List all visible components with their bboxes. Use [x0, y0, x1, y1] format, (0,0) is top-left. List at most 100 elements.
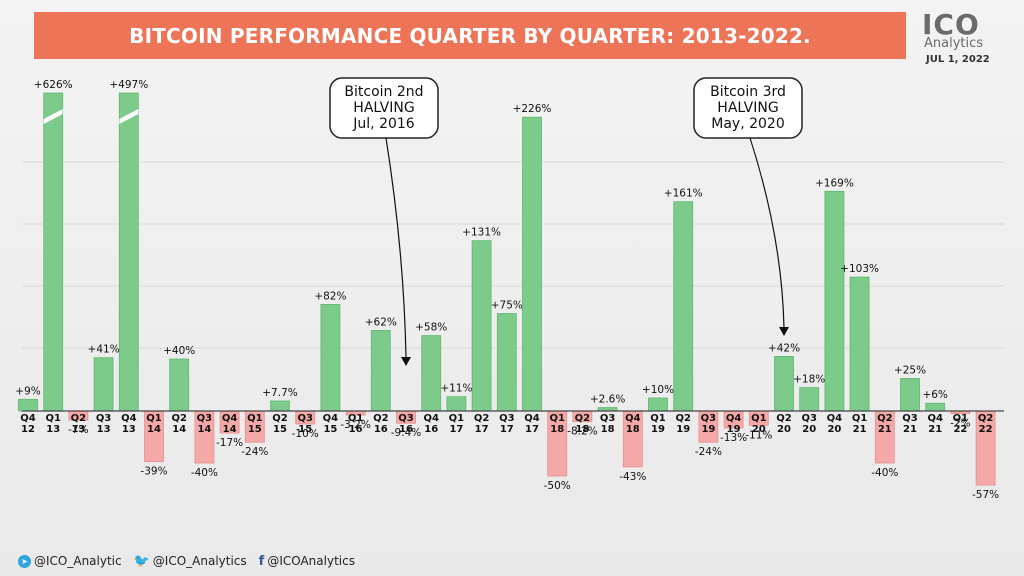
tick-label-quarter: Q3 [801, 413, 817, 424]
tick-label-quarter: Q4 [323, 413, 339, 424]
tick-label-year: 12 [21, 424, 35, 435]
tick-label-quarter: Q4 [524, 413, 540, 424]
data-label: +6% [922, 389, 947, 401]
data-label: -40% [871, 467, 898, 479]
tick-label-quarter: Q1 [247, 413, 263, 424]
tick-label-quarter: Q4 [20, 413, 36, 424]
tick-label-quarter: Q4 [625, 413, 641, 424]
annotation-text: HALVING [353, 100, 414, 116]
bar [849, 276, 870, 412]
logo-date: JUL 1, 2022 [926, 54, 990, 65]
telegram-icon: ➤ [18, 554, 31, 568]
tick-label-quarter: Q1 [549, 413, 565, 424]
tick-label-year: 21 [878, 424, 892, 435]
data-label: -10% [292, 428, 319, 440]
tick-label-quarter: Q1 [751, 413, 767, 424]
tick-label-year: 15 [273, 424, 287, 435]
tick-label-year: 17 [475, 424, 489, 435]
tick-label-quarter: Q3 [96, 413, 112, 424]
data-label: -43% [619, 471, 646, 483]
telegram-link[interactable]: ➤ @ICO_Analytic [18, 554, 122, 568]
data-label: +103% [840, 263, 879, 275]
tick-label-year: 20 [752, 424, 766, 435]
title-banner: BITCOIN PERFORMANCE QUARTER BY QUARTER: … [34, 12, 906, 59]
data-label: +7.7% [262, 387, 297, 399]
tick-label-year: 16 [374, 424, 388, 435]
data-label: +10% [642, 384, 674, 396]
tick-label-quarter: Q2 [373, 413, 389, 424]
bar [446, 396, 467, 412]
bar [18, 398, 38, 412]
data-label: +40% [163, 345, 195, 357]
tick-label-year: 18 [575, 424, 589, 435]
data-label: +226% [513, 103, 552, 115]
tick-label-year: 16 [399, 424, 413, 435]
tick-label-quarter: Q3 [701, 413, 717, 424]
tick-label-year: 14 [197, 424, 211, 435]
tick-label-quarter: Q4 [222, 413, 238, 424]
tick-label-year: 13 [122, 424, 136, 435]
bar [43, 92, 64, 412]
data-label: -39% [140, 466, 167, 478]
tick-label-year: 14 [172, 424, 186, 435]
tick-label-quarter: Q2 [877, 413, 893, 424]
tick-label-year: 15 [298, 424, 312, 435]
tick-label-year: 19 [676, 424, 690, 435]
tick-label-quarter: Q1 [449, 413, 465, 424]
tick-label-quarter: Q1 [348, 413, 364, 424]
data-label: -8.2% [567, 426, 597, 438]
tick-label-year: 13 [71, 424, 85, 435]
axis-break-mark [43, 109, 63, 124]
tick-label-quarter: Q3 [297, 413, 313, 424]
tick-label-quarter: Q1 [650, 413, 666, 424]
facebook-link[interactable]: f @ICOAnalytics [259, 554, 355, 568]
tick-label-quarter: Q3 [398, 413, 414, 424]
data-label: +497% [109, 79, 148, 91]
tick-label-quarter: Q1 [45, 413, 61, 424]
bar [648, 397, 668, 412]
logo-subtitle: Analytics [924, 36, 984, 51]
annotation-arrow [749, 137, 785, 329]
tick-label-quarter: Q2 [474, 413, 490, 424]
data-label: +18% [793, 374, 825, 386]
data-label: -9.4% [391, 427, 421, 439]
social-footer: ➤ @ICO_Analytic 🐦 @ICO_Analytics f @ICOA… [18, 554, 363, 568]
tick-label-quarter: Q4 [827, 413, 843, 424]
tick-label-year: 17 [525, 424, 539, 435]
data-label: +41% [88, 344, 120, 356]
data-label: +2.6% [590, 394, 625, 406]
tick-label-year: 13 [46, 424, 60, 435]
tick-label-quarter: Q3 [197, 413, 213, 424]
tick-label-quarter: Q4 [121, 413, 137, 424]
bar [799, 387, 820, 412]
tick-label-quarter: Q2 [978, 413, 994, 424]
data-label: +169% [815, 177, 854, 189]
data-label: +42% [768, 342, 800, 354]
data-label: +9% [15, 385, 40, 397]
tick-label-quarter: Q3 [902, 413, 918, 424]
tick-label-quarter: Q1 [146, 413, 162, 424]
tick-label-quarter: Q2 [272, 413, 288, 424]
annotation-text: Bitcoin 2nd [344, 84, 423, 100]
tick-label-year: 20 [827, 424, 841, 435]
bar [824, 190, 845, 412]
data-label: -2% [950, 418, 970, 430]
tick-label-year: 20 [777, 424, 791, 435]
data-label: -7% [68, 424, 88, 436]
data-label: -13% [720, 432, 747, 444]
tick-label-year: 16 [424, 424, 438, 435]
data-label: +626% [34, 79, 73, 91]
facebook-icon: f [258, 553, 265, 569]
annotation-text: HALVING [717, 100, 778, 116]
tick-label-quarter: Q2 [575, 413, 591, 424]
tick-label-year: 17 [449, 424, 463, 435]
tick-label-quarter: Q2 [71, 413, 87, 424]
tick-label-quarter: Q2 [171, 413, 187, 424]
chart-title: BITCOIN PERFORMANCE QUARTER BY QUARTER: … [129, 23, 811, 48]
annotation-text: May, 2020 [711, 116, 784, 132]
tick-label-quarter: Q3 [499, 413, 515, 424]
tick-label-year: 14 [147, 424, 161, 435]
data-label: -3.2% [340, 419, 370, 431]
twitter-link[interactable]: 🐦 @ICO_Analytics [134, 554, 247, 568]
tick-label-year: 19 [651, 424, 665, 435]
